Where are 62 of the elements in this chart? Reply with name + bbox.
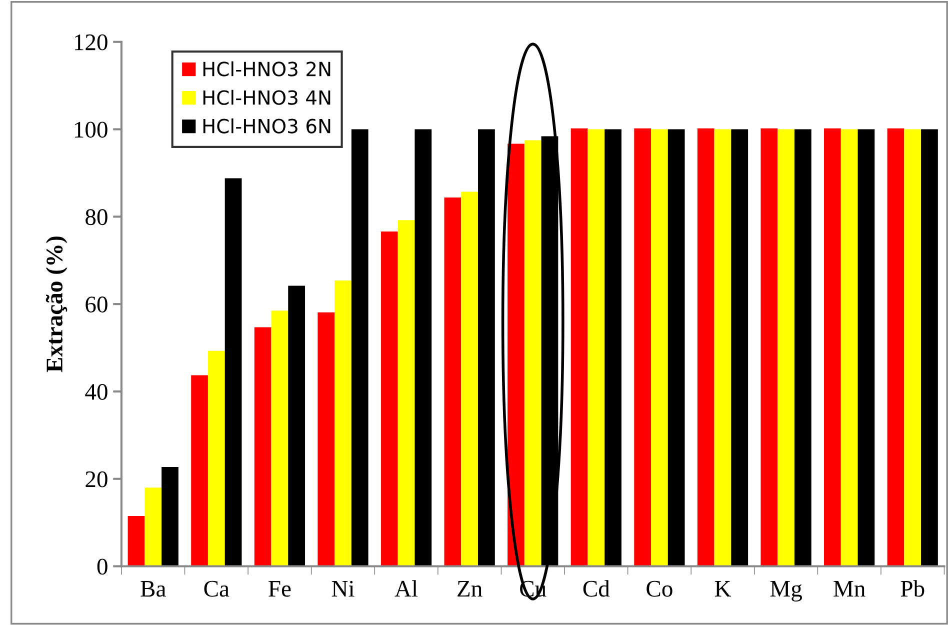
x-tick-label: Al <box>394 580 418 597</box>
bar <box>824 128 841 566</box>
bar <box>588 129 605 566</box>
bar <box>271 310 288 566</box>
bar <box>128 516 145 566</box>
bar <box>444 197 462 566</box>
bar <box>760 128 778 566</box>
bar <box>541 136 558 566</box>
y-tick-label: 120 <box>74 34 108 50</box>
bar <box>334 280 352 566</box>
bar <box>524 140 542 566</box>
x-tick-label: Pb <box>900 580 924 597</box>
bar <box>778 129 794 566</box>
y-tick-label: 80 <box>86 209 108 226</box>
bar <box>461 192 478 566</box>
bar <box>414 129 432 566</box>
bar <box>858 129 875 566</box>
bar <box>288 286 306 566</box>
y-axis-title: Extração (%) <box>46 236 68 372</box>
x-tick-label: Mg <box>770 580 802 602</box>
x-tick-label: Cd <box>583 580 610 597</box>
bar <box>604 129 622 566</box>
x-tick-label: K <box>714 581 732 597</box>
legend-label: HCl-HNO3 2N <box>203 61 330 76</box>
bar <box>254 327 272 566</box>
bar <box>794 129 812 566</box>
y-tick-label: 60 <box>86 296 108 312</box>
y-tick-label: 20 <box>86 471 108 488</box>
bar <box>162 467 178 566</box>
bar <box>570 128 588 566</box>
bar <box>208 350 225 566</box>
bar <box>697 128 714 566</box>
x-tick-label: Ba <box>140 581 166 597</box>
y-tick-label: 100 <box>74 122 108 138</box>
bar <box>887 128 904 566</box>
legend-label: HCl-HNO3 6N <box>203 118 330 134</box>
bar <box>224 178 242 566</box>
x-tick-label: Mn <box>834 581 866 597</box>
x-tick-label: Ca <box>204 580 230 597</box>
bar <box>191 375 208 566</box>
bar <box>351 129 368 566</box>
bar <box>840 129 858 566</box>
bar <box>714 129 732 566</box>
x-tick-label: Zn <box>458 581 482 597</box>
x-tick-label: Fe <box>268 581 291 597</box>
x-tick-label: Ni <box>332 580 354 597</box>
bar <box>318 312 335 566</box>
bar <box>508 144 524 566</box>
bar <box>651 129 668 566</box>
y-tick-label: 40 <box>85 384 108 400</box>
bar <box>904 129 922 566</box>
bar <box>380 232 398 566</box>
bar <box>478 129 495 566</box>
bar <box>668 129 685 566</box>
y-tick-label: 0 <box>97 558 108 575</box>
x-tick-label: Co <box>646 580 672 597</box>
bar <box>398 220 415 566</box>
bar <box>921 129 938 566</box>
bar <box>731 129 748 566</box>
legend-label: HCl-HNO3 4N <box>203 90 330 105</box>
bar <box>634 128 652 566</box>
bar <box>144 488 162 566</box>
